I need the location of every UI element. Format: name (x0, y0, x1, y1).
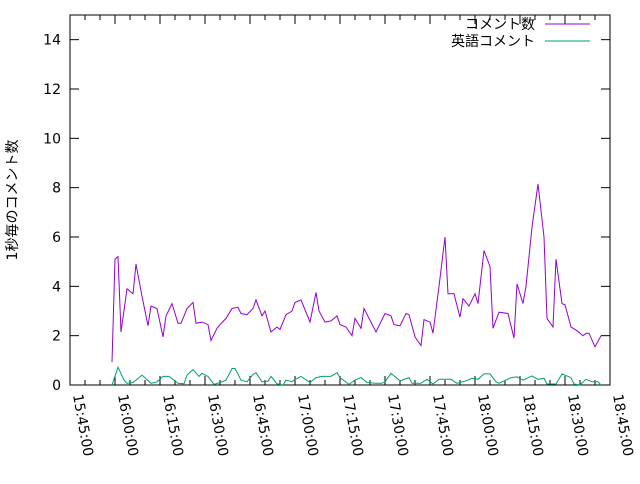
x-tick-label: 16:30:00 (204, 393, 231, 458)
y-tick-label: 12 (43, 82, 61, 98)
x-tick-label: 17:15:00 (339, 393, 366, 458)
x-tick-label: 15:45:00 (69, 393, 96, 458)
y-tick-label: 2 (52, 329, 61, 345)
y-tick-label: 14 (43, 33, 61, 49)
y-tick-label: 10 (43, 131, 61, 147)
x-tick-label: 18:00:00 (474, 393, 501, 458)
series-line-1 (111, 365, 602, 386)
x-tick-label: 18:30:00 (564, 393, 591, 458)
x-tick-label: 16:15:00 (159, 393, 186, 458)
axes (69, 14, 611, 386)
x-tick-label: 17:45:00 (429, 393, 456, 458)
x-tick-label: 16:45:00 (249, 393, 276, 458)
series-line-0 (111, 183, 602, 363)
y-tick-label: 0 (52, 378, 61, 394)
y-tick-label: 4 (52, 279, 61, 295)
x-tick-label: 17:00:00 (294, 393, 321, 458)
y-tick-label: 8 (52, 181, 61, 197)
legend-label: 英語コメント (451, 33, 535, 50)
x-tick-label: 16:00:00 (114, 393, 141, 458)
y-axis-label: 1秒毎のコメント数 (5, 140, 21, 261)
plot-border (69, 14, 611, 386)
x-tick-label: 17:30:00 (384, 393, 411, 458)
series-lines (111, 183, 602, 386)
y-tick-label: 6 (52, 230, 61, 246)
tick-labels: 0 2 4 6 8 10 12 14 15:45:00 16:00:00 16:15:00 16:30… (43, 33, 636, 458)
x-tick-label: 18:45:00 (609, 393, 636, 458)
legend-label: コメント数 (465, 17, 535, 33)
x-tick-label: 18:15:00 (519, 393, 546, 458)
